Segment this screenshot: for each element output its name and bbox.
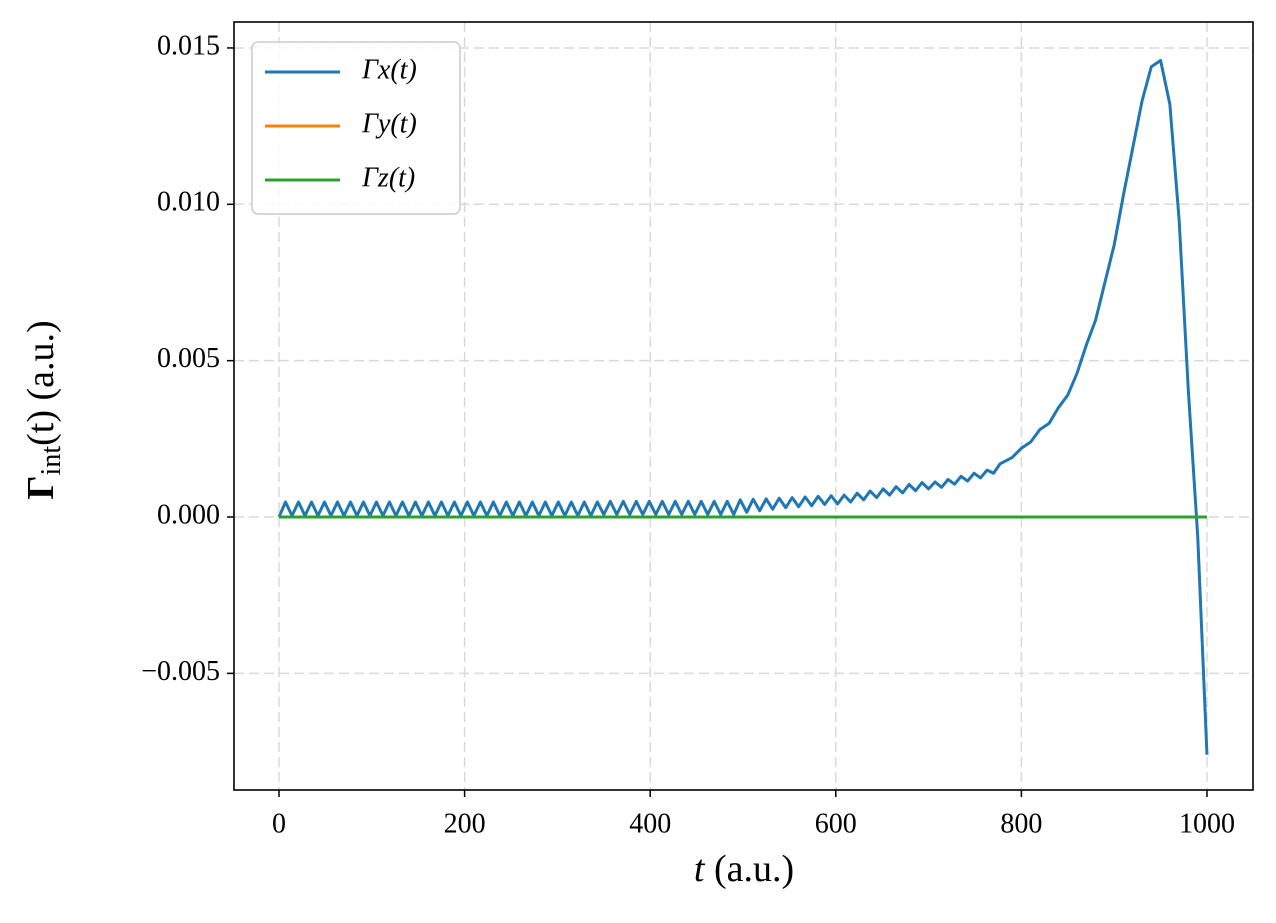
legend: Γx(t) Γy(t) Γz(t): [251, 41, 461, 215]
x-tick-label: 600: [815, 808, 857, 839]
x-tick-label: 0: [272, 808, 286, 839]
y-tick-label: 0.000: [157, 499, 220, 530]
x-label-rest: (a.u.): [714, 848, 794, 890]
plot-area: [277, 58, 1209, 755]
ticks: 0 200 400 600 800 1000 −0.005 0.000 0.005 0.010 0.…: [141, 30, 1235, 839]
x-label-symbol: t: [694, 848, 706, 890]
y-tick-label: 0.010: [157, 187, 220, 218]
y-label-subscript: int: [36, 446, 67, 476]
series-line: [277, 58, 1209, 755]
x-tick-label: 400: [629, 808, 671, 839]
x-axis-label: t (a.u.): [694, 848, 794, 890]
y-tick-label: 0.015: [157, 30, 220, 61]
x-tick-label: 1000: [1179, 808, 1235, 839]
x-tick-label: 200: [444, 808, 486, 839]
legend-label: Γz(t): [361, 162, 415, 193]
y-tick-label: −0.005: [141, 656, 220, 687]
y-tick-label: 0.005: [157, 343, 220, 374]
legend-box: [251, 41, 461, 215]
y-label-rest: (t) (a.u.): [20, 320, 62, 446]
legend-label: Γx(t): [361, 54, 417, 85]
axes-frame: [233, 21, 1254, 791]
x-tick-label: 800: [1000, 808, 1042, 839]
y-label-symbol: Γ: [20, 475, 62, 499]
y-axis-label: Γint(t) (a.u.): [20, 320, 68, 499]
legend-label: Γy(t): [361, 108, 417, 139]
